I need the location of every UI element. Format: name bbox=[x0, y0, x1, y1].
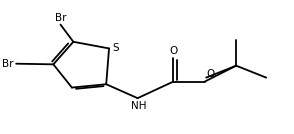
Text: O: O bbox=[206, 69, 214, 79]
Text: Br: Br bbox=[2, 59, 13, 69]
Text: NH: NH bbox=[131, 101, 147, 111]
Text: Br: Br bbox=[55, 13, 66, 23]
Text: S: S bbox=[113, 43, 119, 53]
Text: O: O bbox=[169, 46, 178, 56]
